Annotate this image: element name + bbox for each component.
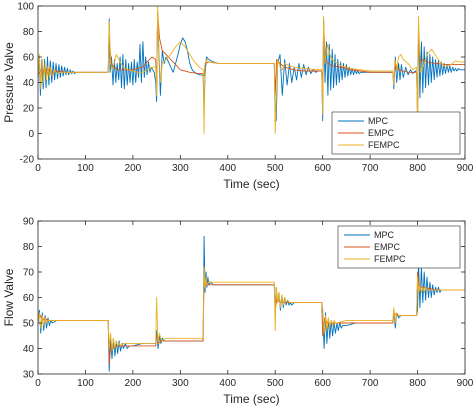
x-tick-label: 800 (409, 378, 426, 389)
x-tick-label: 300 (172, 378, 189, 389)
x-tick-label: 200 (125, 378, 142, 389)
legend-label-mpc: MPC (368, 116, 389, 126)
y-tick-label: 60 (23, 293, 35, 304)
x-tick-label: 0 (35, 378, 41, 389)
legend-label-mpc: MPC (374, 230, 395, 240)
x-tick-label: 600 (314, 163, 331, 174)
legend-label-fempc: FEMPC (374, 254, 406, 264)
y-tick-label: 80 (23, 242, 35, 253)
x-tick-label: 900 (457, 378, 474, 389)
x-tick-label: 400 (219, 163, 236, 174)
x-tick-label: 100 (77, 163, 94, 174)
y-axis-label: Pressure Valve (2, 42, 16, 123)
pressure-valve-chart: 0 100 200 300 400 500 600 700 800 900-20020406080… (2, 2, 474, 192)
x-tick-label: 100 (77, 378, 94, 389)
legend: MPC EMPC FEMPC (331, 111, 461, 155)
legend-label-empc: EMPC (374, 242, 401, 252)
x-tick-label: 0 (35, 163, 41, 174)
y-tick-label: 80 (23, 27, 35, 38)
x-tick-label: 400 (219, 378, 236, 389)
x-tick-label: 700 (362, 378, 379, 389)
legend: MPC EMPC FEMPC (337, 225, 461, 269)
y-tick-label: 100 (17, 2, 34, 13)
legend-label-empc: EMPC (368, 128, 395, 138)
x-tick-label: 600 (314, 378, 331, 389)
x-axis-label: Time (sec) (223, 392, 279, 406)
y-tick-label: 50 (23, 319, 35, 330)
x-tick-label: 500 (267, 163, 284, 174)
y-tick-label: 20 (23, 104, 35, 115)
flow-valve-chart: 0 100 200 300 400 500 600 700 800 900 30 40 50 60 70 80… (2, 217, 474, 407)
x-tick-label: 300 (172, 163, 189, 174)
series-lines (38, 6, 465, 134)
y-tick-label: 90 (23, 217, 35, 228)
y-tick-label: 0 (28, 129, 34, 140)
y-tick-label: 40 (23, 78, 35, 89)
series-lines (38, 235, 465, 372)
x-tick-label: 200 (125, 163, 142, 174)
x-tick-label: 500 (267, 378, 284, 389)
series-line-fempc (38, 266, 465, 352)
y-tick-label: 60 (23, 53, 35, 64)
x-tick-label: 900 (457, 163, 474, 174)
x-tick-label: 700 (362, 163, 379, 174)
y-tick-label: 30 (23, 370, 35, 381)
x-axis-label: Time (sec) (223, 177, 279, 191)
legend-label-fempc: FEMPC (368, 140, 400, 150)
y-tick-label: -20 (20, 155, 35, 166)
series-line-fempc (38, 6, 465, 134)
y-tick-label: 40 (23, 344, 35, 355)
y-tick-label: 70 (23, 268, 35, 279)
x-tick-label: 800 (409, 163, 426, 174)
y-axis-label: Flow Valve (2, 268, 16, 326)
